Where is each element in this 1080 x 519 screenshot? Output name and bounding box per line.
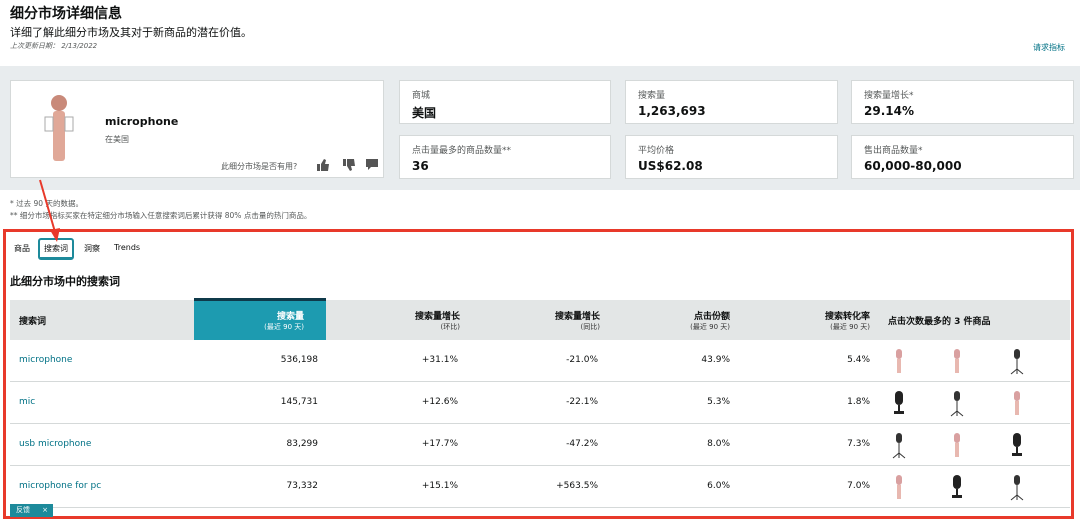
column-header[interactable]: 搜索量 (最近 90 天) <box>264 300 304 340</box>
column-header: 搜索词 <box>19 300 46 340</box>
metric-card: 搜索量增长* 29.14% <box>851 80 1074 124</box>
column-title: 搜索量 <box>276 311 304 322</box>
table-cell: 7.0% <box>847 481 870 491</box>
table-cell: 5.3% <box>707 397 730 407</box>
table-row <box>10 424 1070 466</box>
column-title: 搜索转化率 <box>824 311 870 322</box>
table-cell: 73,332 <box>286 481 319 491</box>
product-thumbnail[interactable] <box>1008 347 1026 375</box>
active-column-header <box>194 298 326 340</box>
metric-label: 商城 <box>412 91 431 101</box>
product-thumbnail[interactable] <box>948 347 966 375</box>
table-row <box>10 340 1070 382</box>
page-title: 细分市场详细信息 <box>10 6 122 22</box>
feedback-button[interactable]: 反馈 × <box>10 504 53 517</box>
column-header[interactable]: 搜索转化率 (最近 90 天) <box>825 300 870 340</box>
table-cell: +12.6% <box>421 397 458 407</box>
table-row <box>10 382 1070 424</box>
metric-value: US$62.08 <box>638 159 703 173</box>
table-header <box>10 300 1070 340</box>
tab[interactable]: Trends <box>114 243 141 252</box>
metric-card: 售出商品数量* 60,000-80,000 <box>851 135 1074 179</box>
table-cell: -47.2% <box>566 439 598 449</box>
table-cell: -21.0% <box>566 355 598 365</box>
table-row <box>10 466 1070 508</box>
request-metrics-link[interactable]: 请求指标 <box>1033 43 1065 52</box>
column-header[interactable]: 搜索量增长 (环比) <box>415 300 460 340</box>
metric-value: 36 <box>412 159 429 173</box>
metric-card: 点击量最多的商品数量** 36 <box>399 135 611 179</box>
metric-value: 1,263,693 <box>638 104 706 118</box>
metric-value: 60,000-80,000 <box>864 159 962 173</box>
product-thumbnail[interactable] <box>890 473 908 501</box>
column-subtitle: (最近 90 天) <box>830 322 870 331</box>
column-header[interactable]: 点击份额 (最近 90 天) <box>690 300 730 340</box>
metric-card: 平均价格 US$62.08 <box>625 135 838 179</box>
page-subtitle: 详细了解此细分市场及其对于新商品的潜在价值。 <box>10 26 252 39</box>
product-image <box>44 95 74 161</box>
table-cell: 7.3% <box>847 439 870 449</box>
product-location: 在美国 <box>105 135 129 144</box>
column-subtitle: (最近 90 天) <box>690 322 730 331</box>
tab[interactable]: 洞察 <box>84 244 100 253</box>
note: ** 细分市场指标买家在特定细分市场输入任意搜索词后累计获得 80% 点击量的热… <box>10 211 312 220</box>
feedback-icons[interactable] <box>316 158 380 172</box>
metric-card: 商城 美国 <box>399 80 611 124</box>
metric-label: 售出商品数量* <box>864 146 923 156</box>
metric-card: 搜索量 1,263,693 <box>625 80 838 124</box>
table-cell: 8.0% <box>707 439 730 449</box>
column-title: 搜索量增长 <box>554 311 600 322</box>
feedback-button-label: 反馈 <box>16 506 30 514</box>
column-subtitle: (同比) <box>580 322 600 331</box>
column-header: 点击次数最多的 3 件商品 <box>888 300 991 340</box>
tab[interactable]: 商品 <box>14 244 30 253</box>
table-cell: 43.9% <box>701 355 730 365</box>
search-term-link[interactable]: microphone <box>19 355 73 365</box>
table-cell: +17.7% <box>421 439 458 449</box>
product-thumbnail[interactable] <box>1008 473 1026 501</box>
column-title: 搜索词 <box>19 316 47 327</box>
updated-date: 上次更新日期： 2/13/2022 <box>10 42 98 50</box>
table-cell: -22.1% <box>566 397 598 407</box>
table-cell: 1.8% <box>847 397 870 407</box>
search-term-link[interactable]: usb microphone <box>19 439 92 449</box>
product-thumbnail[interactable] <box>1008 389 1026 417</box>
metric-label: 搜索量增长* <box>864 91 914 101</box>
table-cell: +563.5% <box>556 481 598 491</box>
metric-value: 美国 <box>412 106 437 120</box>
column-subtitle: (环比) <box>440 322 460 331</box>
product-thumbnail[interactable] <box>948 473 966 501</box>
column-title: 搜索量增长 <box>414 311 460 322</box>
column-title: 点击次数最多的 3 件商品 <box>888 316 991 327</box>
search-term-link[interactable]: mic <box>19 397 36 407</box>
product-thumbnail[interactable] <box>890 431 908 459</box>
metric-value: 29.14% <box>864 104 914 118</box>
table-cell: +31.1% <box>421 355 458 365</box>
metric-label: 点击量最多的商品数量** <box>412 146 512 156</box>
column-header[interactable]: 搜索量增长 (同比) <box>555 300 600 340</box>
metric-label: 平均价格 <box>638 146 675 156</box>
product-thumbnail[interactable] <box>948 389 966 417</box>
search-term-link[interactable]: microphone for pc <box>19 481 102 491</box>
product-name: microphone <box>105 115 179 128</box>
table-cell: 536,198 <box>280 355 318 365</box>
table-cell: 83,299 <box>286 439 319 449</box>
table-cell: 145,731 <box>280 397 318 407</box>
product-thumbnail[interactable] <box>948 431 966 459</box>
table-cell: +15.1% <box>421 481 458 491</box>
metric-label: 搜索量 <box>638 91 666 101</box>
product-card: microphone 在美国 此细分市场是否有用? <box>10 80 384 178</box>
table-cell: 6.0% <box>707 481 730 491</box>
table-cell: 5.4% <box>847 355 870 365</box>
column-title: 点击份额 <box>693 311 730 322</box>
product-thumbnail[interactable] <box>1008 431 1026 459</box>
section-title: 此细分市场中的搜索词 <box>10 275 120 288</box>
product-thumbnail[interactable] <box>890 347 908 375</box>
feedback-question: 此细分市场是否有用? <box>221 162 298 171</box>
column-subtitle: (最近 90 天) <box>264 322 304 331</box>
product-thumbnail[interactable] <box>890 389 908 417</box>
